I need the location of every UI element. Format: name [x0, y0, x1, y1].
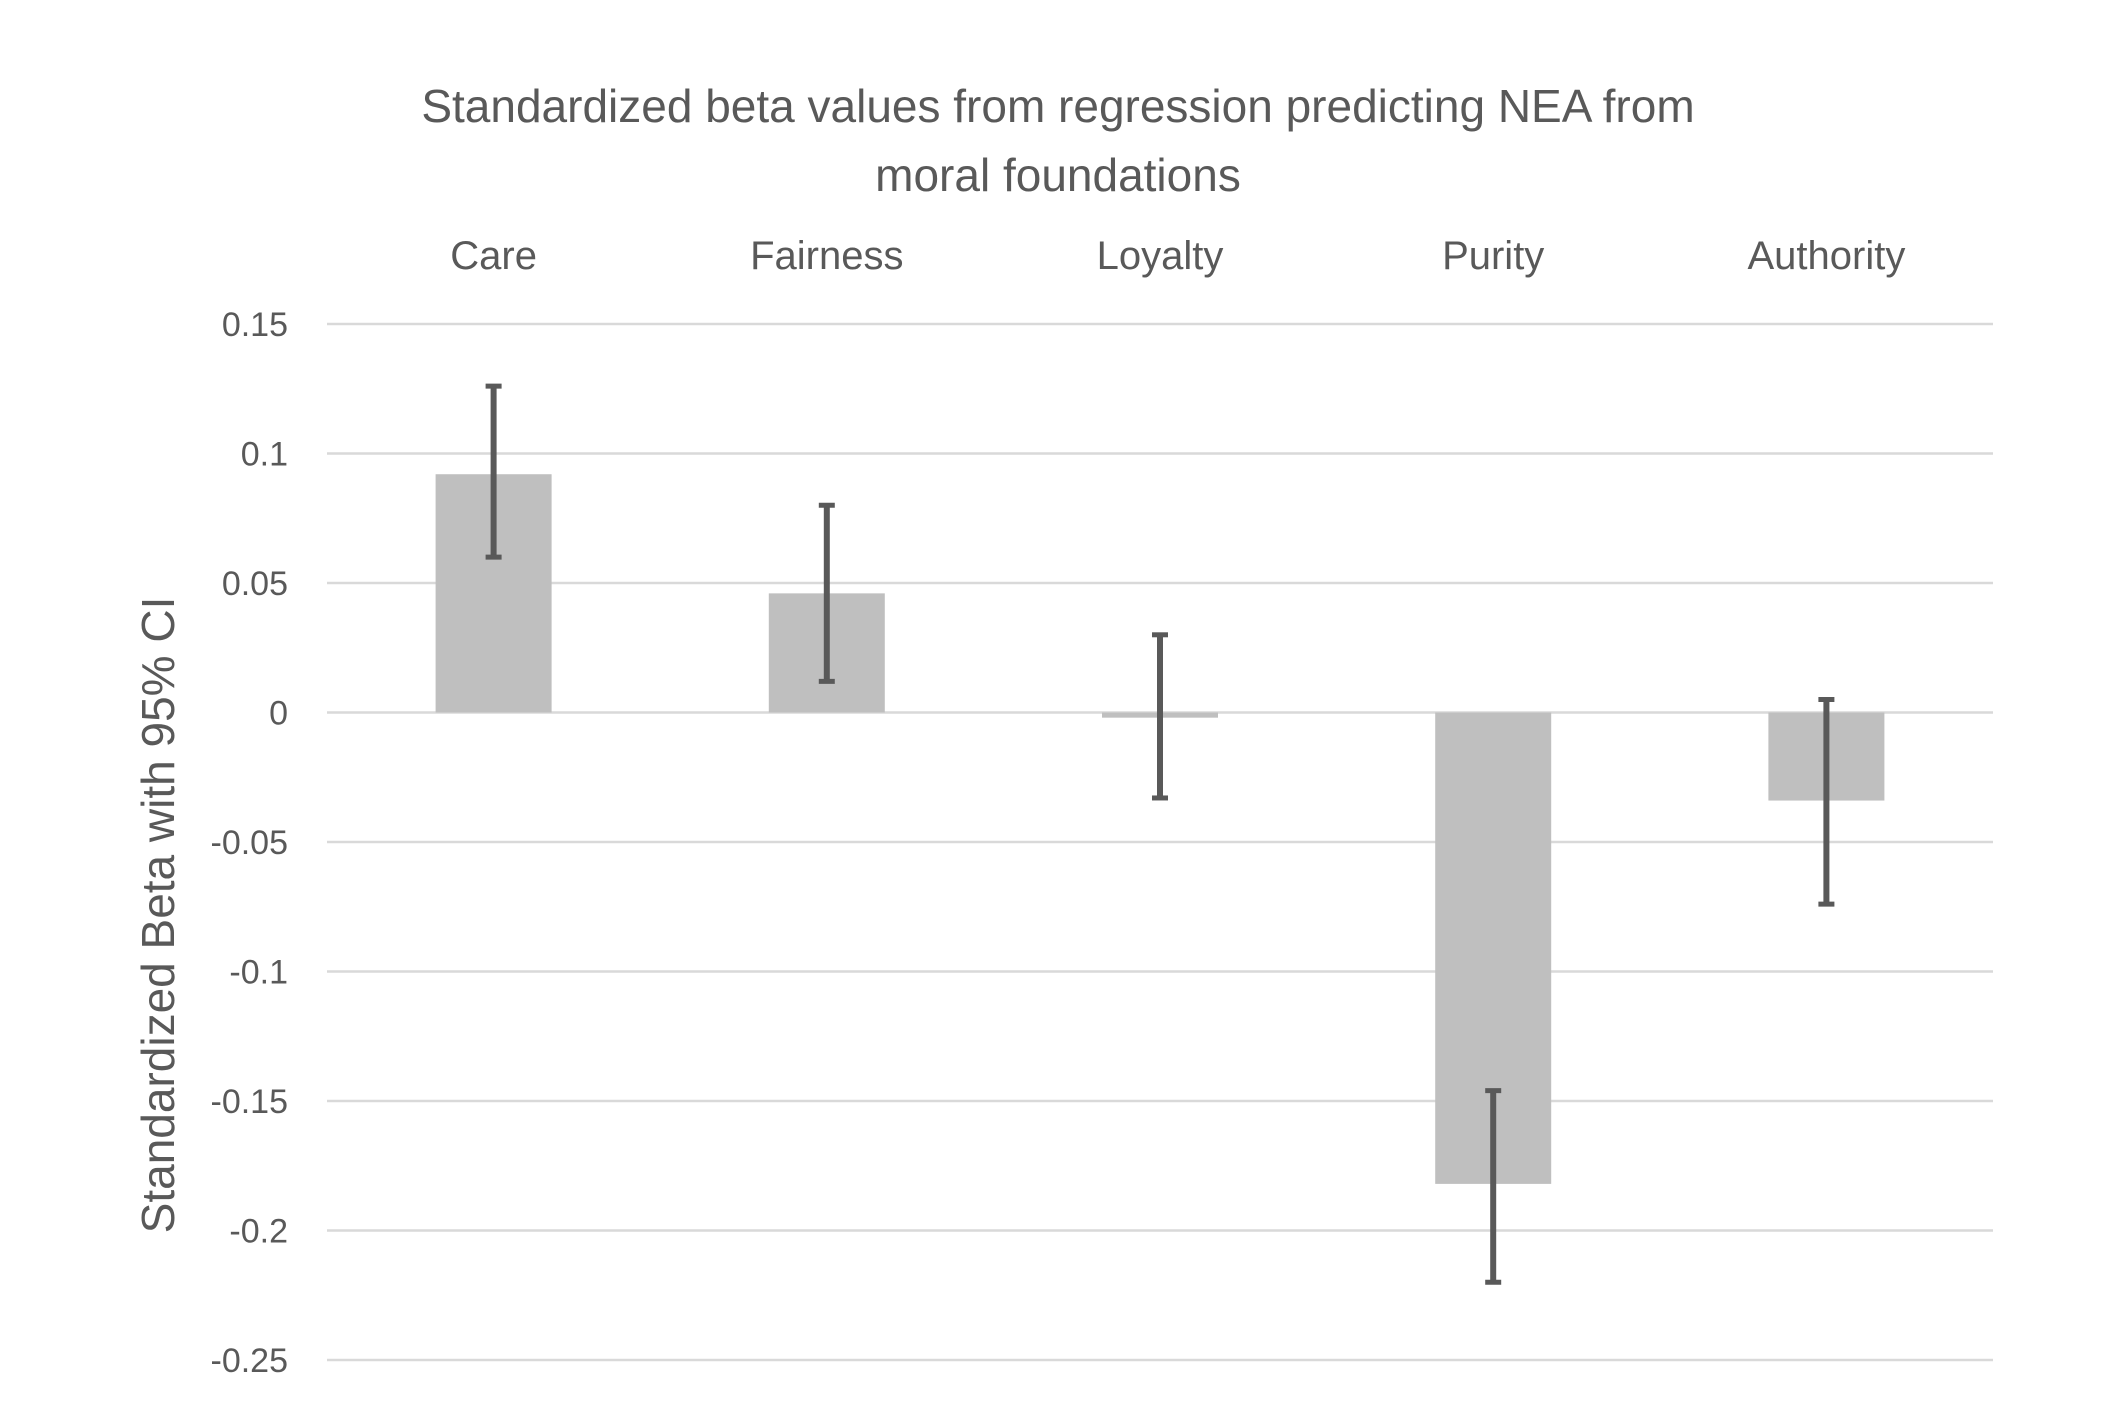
chart-title-line-2: moral foundations [875, 149, 1241, 201]
y-tick-label: -0.2 [229, 1213, 288, 1251]
y-tick-label: 0.1 [241, 436, 288, 474]
category-label: Fairness [750, 234, 903, 278]
category-labels: Care Fairness Loyalty Purity Authority [450, 234, 1905, 278]
y-tick-label: 0.05 [222, 565, 288, 603]
y-tick-label: -0.05 [211, 824, 289, 862]
error-bars [485, 383, 1835, 1285]
y-tick-label: 0 [269, 695, 288, 733]
category-label: Authority [1747, 234, 1905, 278]
y-tick-label: -0.25 [211, 1342, 289, 1380]
chart-title-line-1: Standardized beta values from regression… [421, 80, 1694, 132]
category-label: Purity [1442, 234, 1544, 278]
y-tick-label: -0.15 [211, 1083, 289, 1121]
y-axis-label: Standardized Beta with 95% CI [132, 597, 184, 1234]
y-axis-ticks: 0.15 0.1 0.05 0 -0.05 -0.1 -0.15 -0.2 -0.25 [211, 306, 289, 1380]
y-tick-label: -0.1 [229, 954, 288, 992]
y-tick-label: 0.15 [222, 306, 288, 344]
category-label: Loyalty [1097, 234, 1224, 278]
gridlines [327, 322, 1993, 1362]
category-label: Care [450, 234, 537, 278]
